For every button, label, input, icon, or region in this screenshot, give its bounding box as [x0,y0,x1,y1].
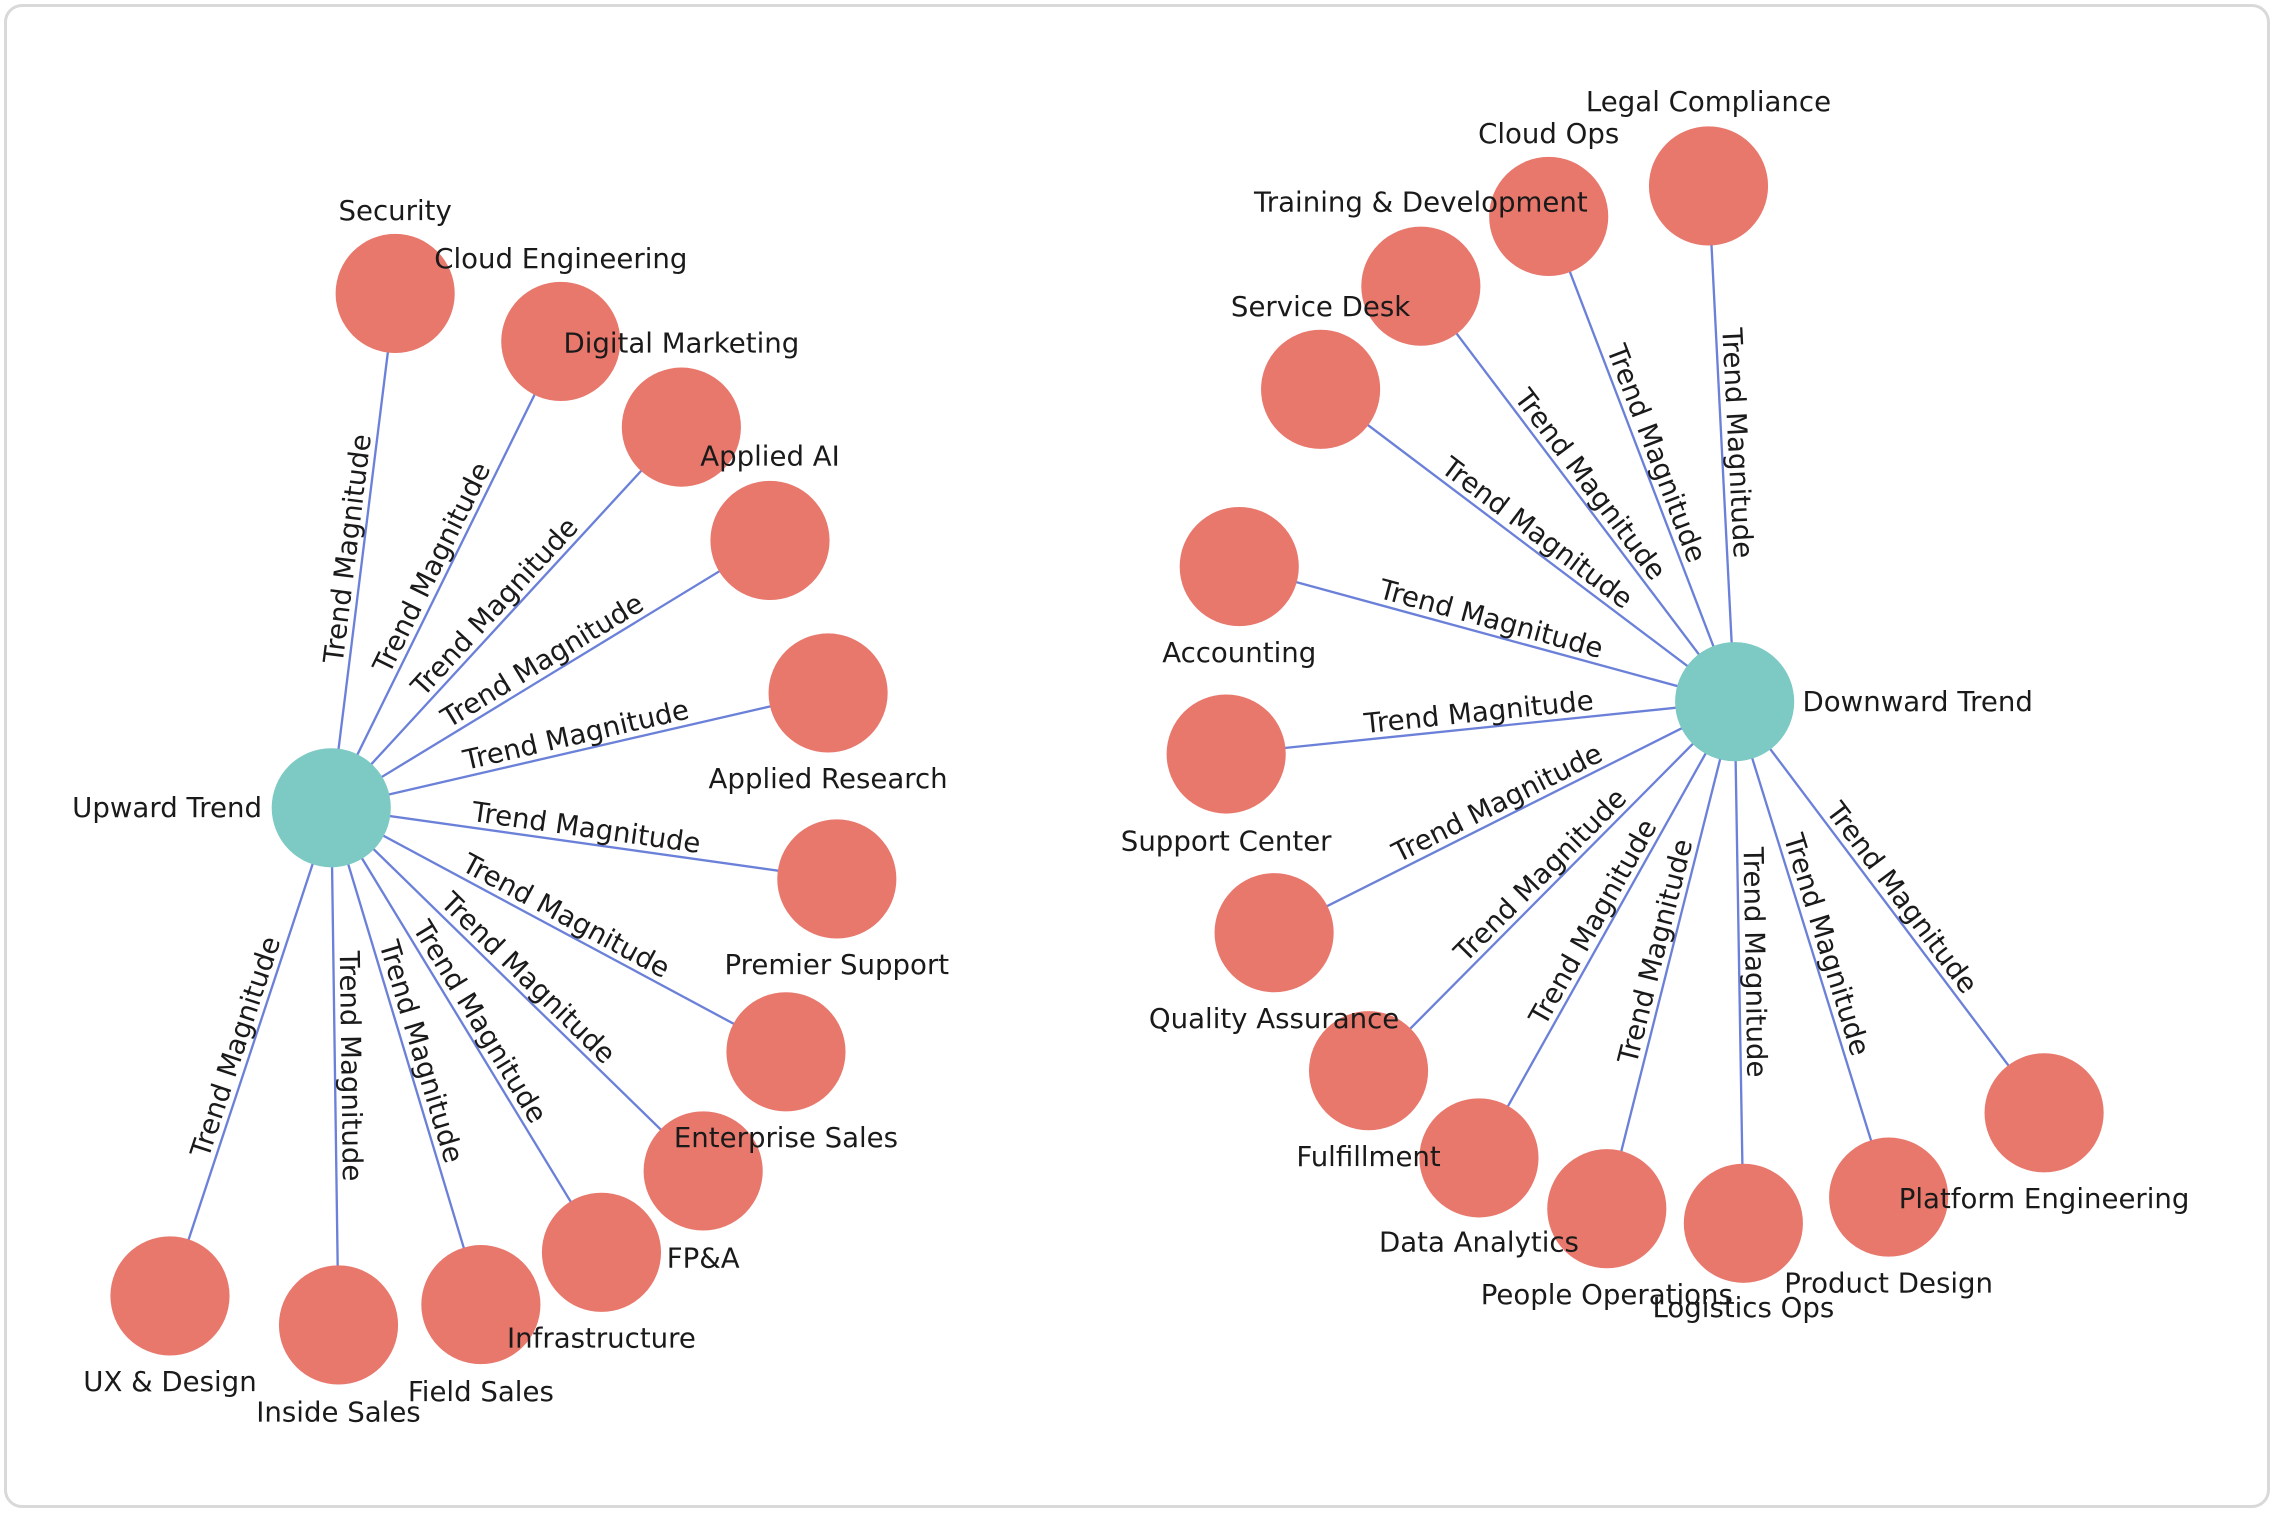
node-label: Cloud Engineering [434,242,687,275]
node-label: Digital Marketing [563,326,799,359]
edge [330,807,482,1305]
node-label: Quality Assurance [1149,1002,1399,1035]
edge-label: Trend Magnitude [317,432,378,666]
child-node [768,633,888,753]
child-node [710,480,830,601]
nodes: Security Cloud Engineering Digital Marketi… [72,85,2189,1428]
child-node [1179,507,1299,627]
edge [1707,185,1736,702]
child-node [1419,1098,1539,1218]
edge [1273,700,1736,934]
edge [1547,216,1736,703]
edge [330,806,704,1172]
edge [1319,388,1736,703]
edge [330,806,787,1053]
node-label: Platform Engineering [1899,1182,2190,1215]
child-node [335,233,455,354]
hub-node [271,748,391,868]
edge [1419,285,1736,703]
child-node [1648,126,1769,246]
hub-label: Upward Trend [72,791,262,824]
child-node [1361,226,1481,346]
child-node [1489,156,1609,277]
hub-label: Downward Trend [1803,685,2033,718]
edge [330,807,603,1253]
node-label: Applied AI [700,440,840,473]
edge-label: Trend Magnitude [1375,572,1607,665]
edge-label: Trend Magnitude [333,950,369,1182]
child-node [1166,694,1286,814]
node-label: UX & Design [83,1365,256,1398]
edges: Trend Magnitude Trend Magnitude Trend Magn… [168,185,2046,1325]
edge-label: Trend Magnitude [1737,846,1774,1078]
node-label: Inside Sales [256,1396,420,1429]
edge-label: Trend Magnitude [1361,684,1595,741]
edge [330,426,683,809]
child-node [643,1111,763,1231]
edge [1226,700,1735,756]
child-node [1308,1011,1429,1131]
node-label: Fulfillment [1296,1140,1441,1173]
node-label: People Operations [1481,1278,1733,1311]
child-node [110,1236,230,1356]
node-label: Accounting [1162,636,1316,669]
edge [168,807,333,1297]
child-node [621,367,741,487]
node-label: Premier Support [725,948,950,981]
edge [330,293,397,808]
edge [1367,700,1736,1072]
edge [330,807,340,1325]
edge [1733,701,2046,1114]
edge-label: Trend Magnitude [183,932,287,1162]
edge [330,691,829,809]
node-label: Applied Research [709,762,948,795]
edge [1477,701,1736,1159]
node-label: FP&A [667,1242,740,1275]
child-node [501,281,621,401]
child-node [1683,1163,1803,1283]
child-node [1984,1053,2104,1173]
node-label: Product Design [1784,1266,1993,1299]
node-label: Training & Development [1253,185,1588,218]
edge [331,806,837,881]
node-label: Service Desk [1231,290,1410,323]
child-node [421,1245,541,1365]
edge [1733,701,1745,1224]
child-node [1829,1137,1949,1257]
child-node [278,1265,399,1385]
edge-label: Trend Magnitude [469,795,703,860]
child-node [777,819,897,939]
child-node [1547,1149,1667,1269]
node-label: Logistics Ops [1652,1291,1834,1324]
node-label: Legal Compliance [1586,85,1831,118]
edge [1605,701,1736,1210]
edge [330,340,562,809]
hub-node [1675,642,1795,762]
edge-label: Trend Magnitude [1715,326,1760,559]
node-label: Field Sales [408,1375,554,1408]
node-label: Support Center [1121,825,1332,858]
child-node [1214,873,1334,993]
node-label: Enterprise Sales [674,1121,898,1154]
child-node [541,1192,662,1312]
edge [1733,701,1890,1198]
edge [1238,565,1735,703]
edge [330,539,771,809]
child-node [1261,329,1381,449]
node-label: Data Analytics [1379,1226,1579,1259]
child-node [726,992,846,1112]
node-label: Cloud Ops [1478,117,1619,150]
node-label: Infrastructure [507,1321,696,1354]
node-label: Security [339,194,452,227]
